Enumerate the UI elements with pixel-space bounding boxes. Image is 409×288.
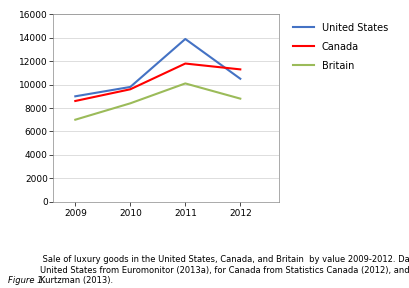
United States <box>73 94 78 98</box>
Canada <box>73 99 78 103</box>
Text: Figure 1.: Figure 1. <box>8 276 45 285</box>
Britain <box>237 97 242 101</box>
Canada <box>237 68 242 71</box>
Line: United States: United States <box>75 39 240 96</box>
Text: Sale of luxury goods in the United States, Canada, and Britain  by value 2009-20: Sale of luxury goods in the United State… <box>40 255 409 285</box>
Britain <box>182 82 187 85</box>
United States <box>182 37 187 41</box>
Line: Canada: Canada <box>75 64 240 101</box>
Britain <box>73 118 78 122</box>
United States <box>128 85 133 89</box>
Line: Britain: Britain <box>75 84 240 120</box>
Britain <box>128 102 133 105</box>
Canada <box>182 62 187 65</box>
Legend: United States, Canada, Britain: United States, Canada, Britain <box>292 23 387 71</box>
Canada <box>128 88 133 91</box>
United States <box>237 77 242 80</box>
